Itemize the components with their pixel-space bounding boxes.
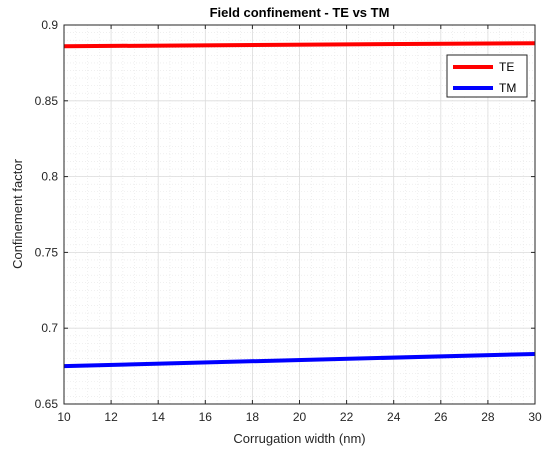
x-tick-label: 18 (246, 410, 260, 424)
y-axis-label: Confinement factor (10, 158, 25, 269)
y-tick-label: 0.75 (35, 245, 59, 259)
y-tick-label: 0.85 (35, 94, 59, 108)
x-tick-label: 24 (387, 410, 401, 424)
x-tick-label: 26 (434, 410, 448, 424)
x-ticks: 10 12 14 16 18 20 22 24 26 28 30 (57, 25, 542, 424)
legend-label-te: TE (499, 60, 514, 74)
x-tick-label: 28 (481, 410, 495, 424)
legend-label-tm: TM (499, 81, 516, 95)
x-axis-label: Corrugation width (nm) (233, 431, 365, 446)
x-tick-label: 12 (104, 410, 118, 424)
x-tick-label: 30 (528, 410, 542, 424)
x-tick-label: 22 (340, 410, 354, 424)
x-tick-label: 20 (293, 410, 307, 424)
x-tick-label: 14 (152, 410, 166, 424)
series-line-tm (63, 351, 536, 369)
y-tick-label: 0.8 (41, 170, 58, 184)
x-tick-label: 10 (57, 410, 71, 424)
chart-title: Field confinement - TE vs TM (210, 5, 390, 20)
y-tick-label: 0.65 (35, 397, 59, 411)
x-tick-label: 16 (199, 410, 213, 424)
series-layer (63, 41, 536, 369)
y-tick-label: 0.7 (41, 321, 58, 335)
legend: TE TM (446, 54, 528, 98)
y-ticks: 0.65 0.7 0.75 0.8 0.85 0.9 (35, 18, 535, 411)
series-line-te (63, 41, 536, 49)
y-tick-label: 0.9 (41, 18, 58, 32)
